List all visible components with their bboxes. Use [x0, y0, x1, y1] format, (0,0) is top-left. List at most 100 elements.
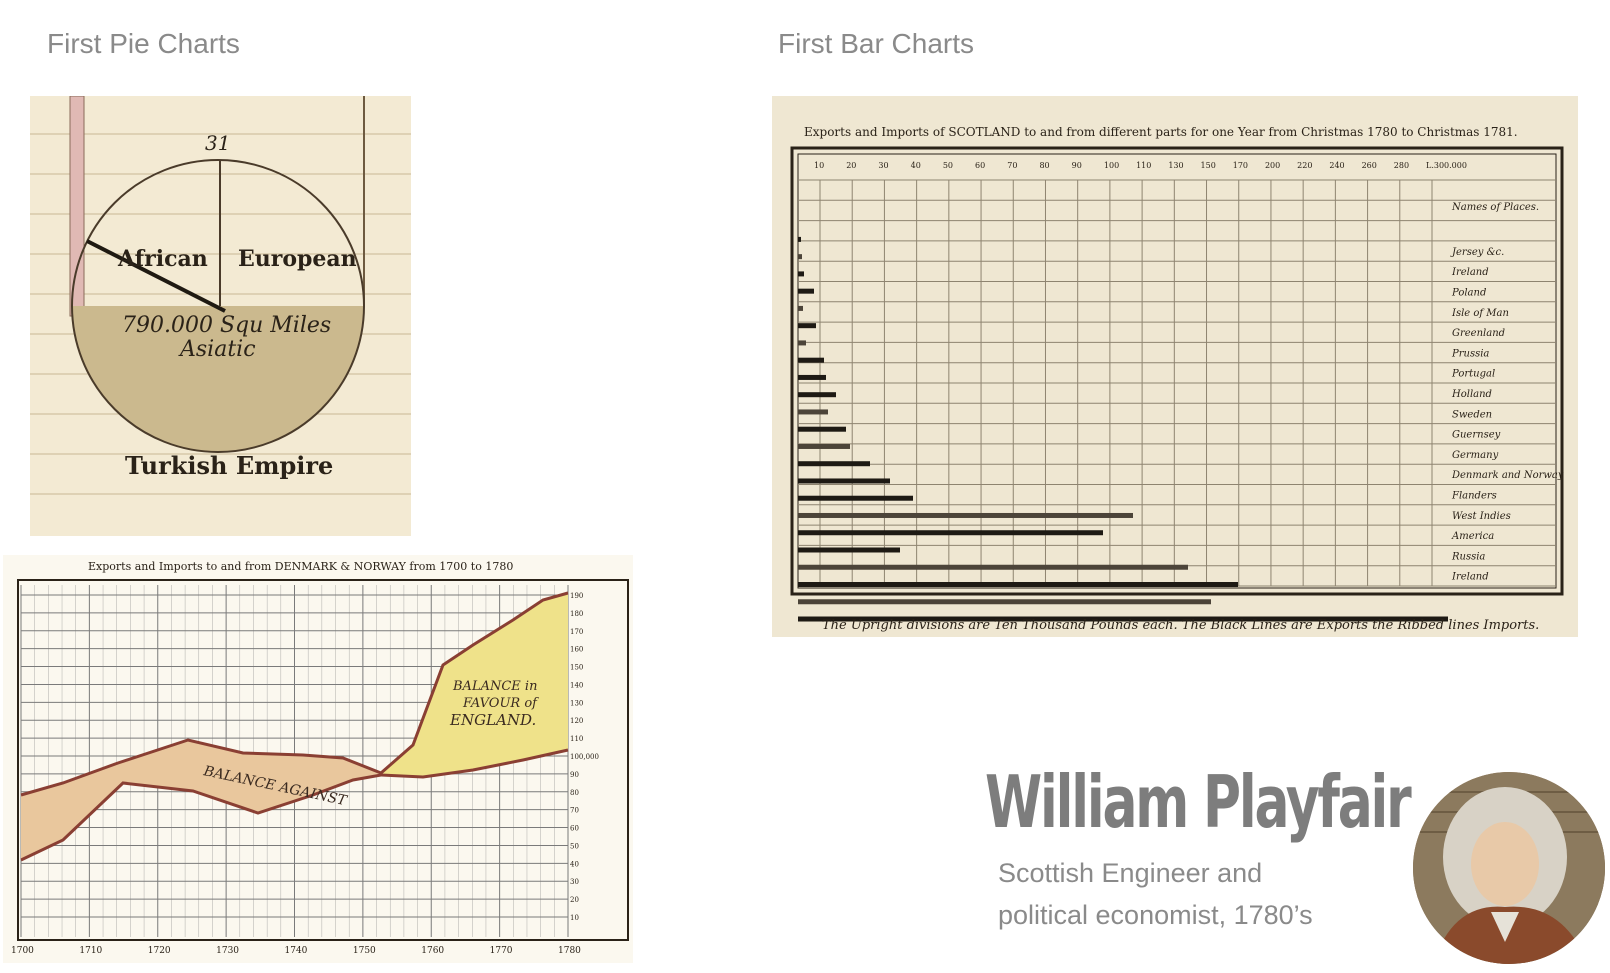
line-y-label: 100,000 [570, 753, 599, 761]
place-label: Guernsey [1452, 430, 1501, 441]
bar-scale-label: 280 [1394, 161, 1409, 170]
bar-scale-label: 80 [1039, 161, 1049, 170]
bar [798, 236, 801, 242]
bar [798, 271, 804, 277]
place-label: Denmark and Norway [1451, 470, 1564, 481]
place-label: Holland [1451, 389, 1492, 400]
place-label: Russia [1451, 551, 1485, 562]
bar [798, 288, 814, 294]
line-y-label: 40 [570, 860, 579, 868]
line-x-label: 1760 [421, 946, 444, 956]
line-y-label: 130 [570, 699, 583, 707]
place-label: Ireland [1451, 267, 1489, 278]
line-y-label: 80 [570, 789, 579, 797]
person-name: William Playfair [985, 760, 1412, 844]
pie-caption: Turkish Empire [125, 451, 333, 480]
line-y-label: 110 [570, 735, 583, 743]
bar [798, 443, 850, 449]
place-label: Poland [1451, 288, 1486, 299]
bar-scale-label: 50 [943, 161, 953, 170]
line-y-label: 190 [570, 592, 583, 600]
place-label: Isle of Man [1451, 308, 1509, 319]
bar [798, 582, 1238, 587]
line-y-label: 140 [570, 681, 583, 689]
annotation-favour-3: ENGLAND. [449, 711, 536, 729]
place-label: Germany [1452, 450, 1499, 461]
bar-scale-label: 40 [911, 161, 921, 170]
line-x-label: 1700 [11, 946, 34, 956]
line-chart-image: Exports and Imports to and from DENMARK … [3, 555, 633, 963]
bar-heading: First Bar Charts [778, 28, 975, 59]
line-x-label: 1710 [79, 946, 102, 956]
bar [798, 530, 1103, 536]
line-y-label: 30 [570, 878, 579, 886]
bar-scale-label: 70 [1007, 161, 1017, 170]
pie-label-asiatic: Asiatic [178, 337, 256, 362]
line-chart-title: Exports and Imports to and from DENMARK … [88, 560, 513, 573]
bar-scale-label: 240 [1329, 161, 1344, 170]
bar-scale-label: 100 [1104, 161, 1119, 170]
bar [798, 374, 826, 380]
pie-label-area: 790.000 Squ Miles [122, 313, 331, 338]
bar [798, 305, 803, 311]
pie-chart-image: 31 African European 790.000 Squ Miles As… [30, 96, 411, 536]
line-y-label: 60 [570, 825, 579, 833]
line-y-label: 90 [570, 771, 579, 779]
bar-chart-image: Exports and Imports of SCOTLAND to and f… [772, 96, 1578, 637]
pie-label-african: African [117, 246, 208, 272]
bar [798, 461, 870, 467]
line-x-label: 1720 [148, 946, 171, 956]
bar-scale-label: 30 [878, 161, 888, 170]
line-x-label: 1780 [558, 946, 581, 956]
bar-chart-footer: The Upright divisions are Ten Thousand P… [822, 618, 1539, 633]
line-y-label: 180 [570, 610, 583, 618]
pie-heading: First Pie Charts [47, 28, 240, 59]
annotation-favour-2: FAVOUR of [462, 696, 539, 711]
bar [798, 599, 1211, 605]
bar-scale-label: 260 [1362, 161, 1377, 170]
place-label: Ireland [1451, 572, 1489, 583]
line-x-label: 1730 [216, 946, 239, 956]
person-description: Scottish Engineer and political economis… [998, 852, 1313, 936]
bar [798, 564, 1188, 570]
bar-scale-label: 130 [1168, 161, 1183, 170]
bar [798, 392, 836, 398]
bar [798, 254, 802, 260]
bar [798, 512, 1133, 518]
person-description-line2: political economist, 1780’s [998, 900, 1313, 930]
bar [798, 340, 806, 346]
bar [798, 426, 846, 432]
line-x-label: 1740 [285, 946, 308, 956]
bar [798, 547, 900, 553]
place-label: Prussia [1451, 348, 1489, 359]
bar [798, 409, 828, 415]
bar-scale-label: 20 [846, 161, 856, 170]
line-x-label: 1770 [490, 946, 513, 956]
person-description-line1: Scottish Engineer and [998, 858, 1263, 888]
place-label: Sweden [1452, 409, 1492, 420]
line-y-label: 20 [570, 896, 579, 904]
bar [798, 357, 824, 363]
bar [798, 478, 890, 484]
annotation-favour-1: BALANCE in [452, 679, 537, 694]
pie-top-label: 31 [205, 131, 230, 155]
bar-scale-label: 150 [1201, 161, 1216, 170]
bar-scale-label: 10 [814, 161, 824, 170]
line-y-label: 70 [570, 807, 579, 815]
place-label: Greenland [1452, 328, 1505, 339]
bar-scale-label: 110 [1136, 161, 1151, 170]
place-label: Portugal [1451, 369, 1495, 380]
line-y-label: 120 [570, 717, 583, 725]
place-label: Flanders [1451, 491, 1497, 502]
bar-chart-title: Exports and Imports of SCOTLAND to and f… [804, 125, 1518, 139]
line-y-label: 10 [570, 914, 579, 922]
bar-scale-label: 90 [1072, 161, 1082, 170]
bar-scale-label: 60 [975, 161, 985, 170]
bar [798, 495, 913, 501]
place-label: West Indies [1452, 511, 1511, 522]
bar-scale-label: L.300.000 [1426, 161, 1467, 170]
bar [798, 323, 816, 329]
line-y-label: 150 [570, 664, 583, 672]
line-y-label: 50 [570, 842, 579, 850]
bar-scale-label: 200 [1265, 161, 1280, 170]
